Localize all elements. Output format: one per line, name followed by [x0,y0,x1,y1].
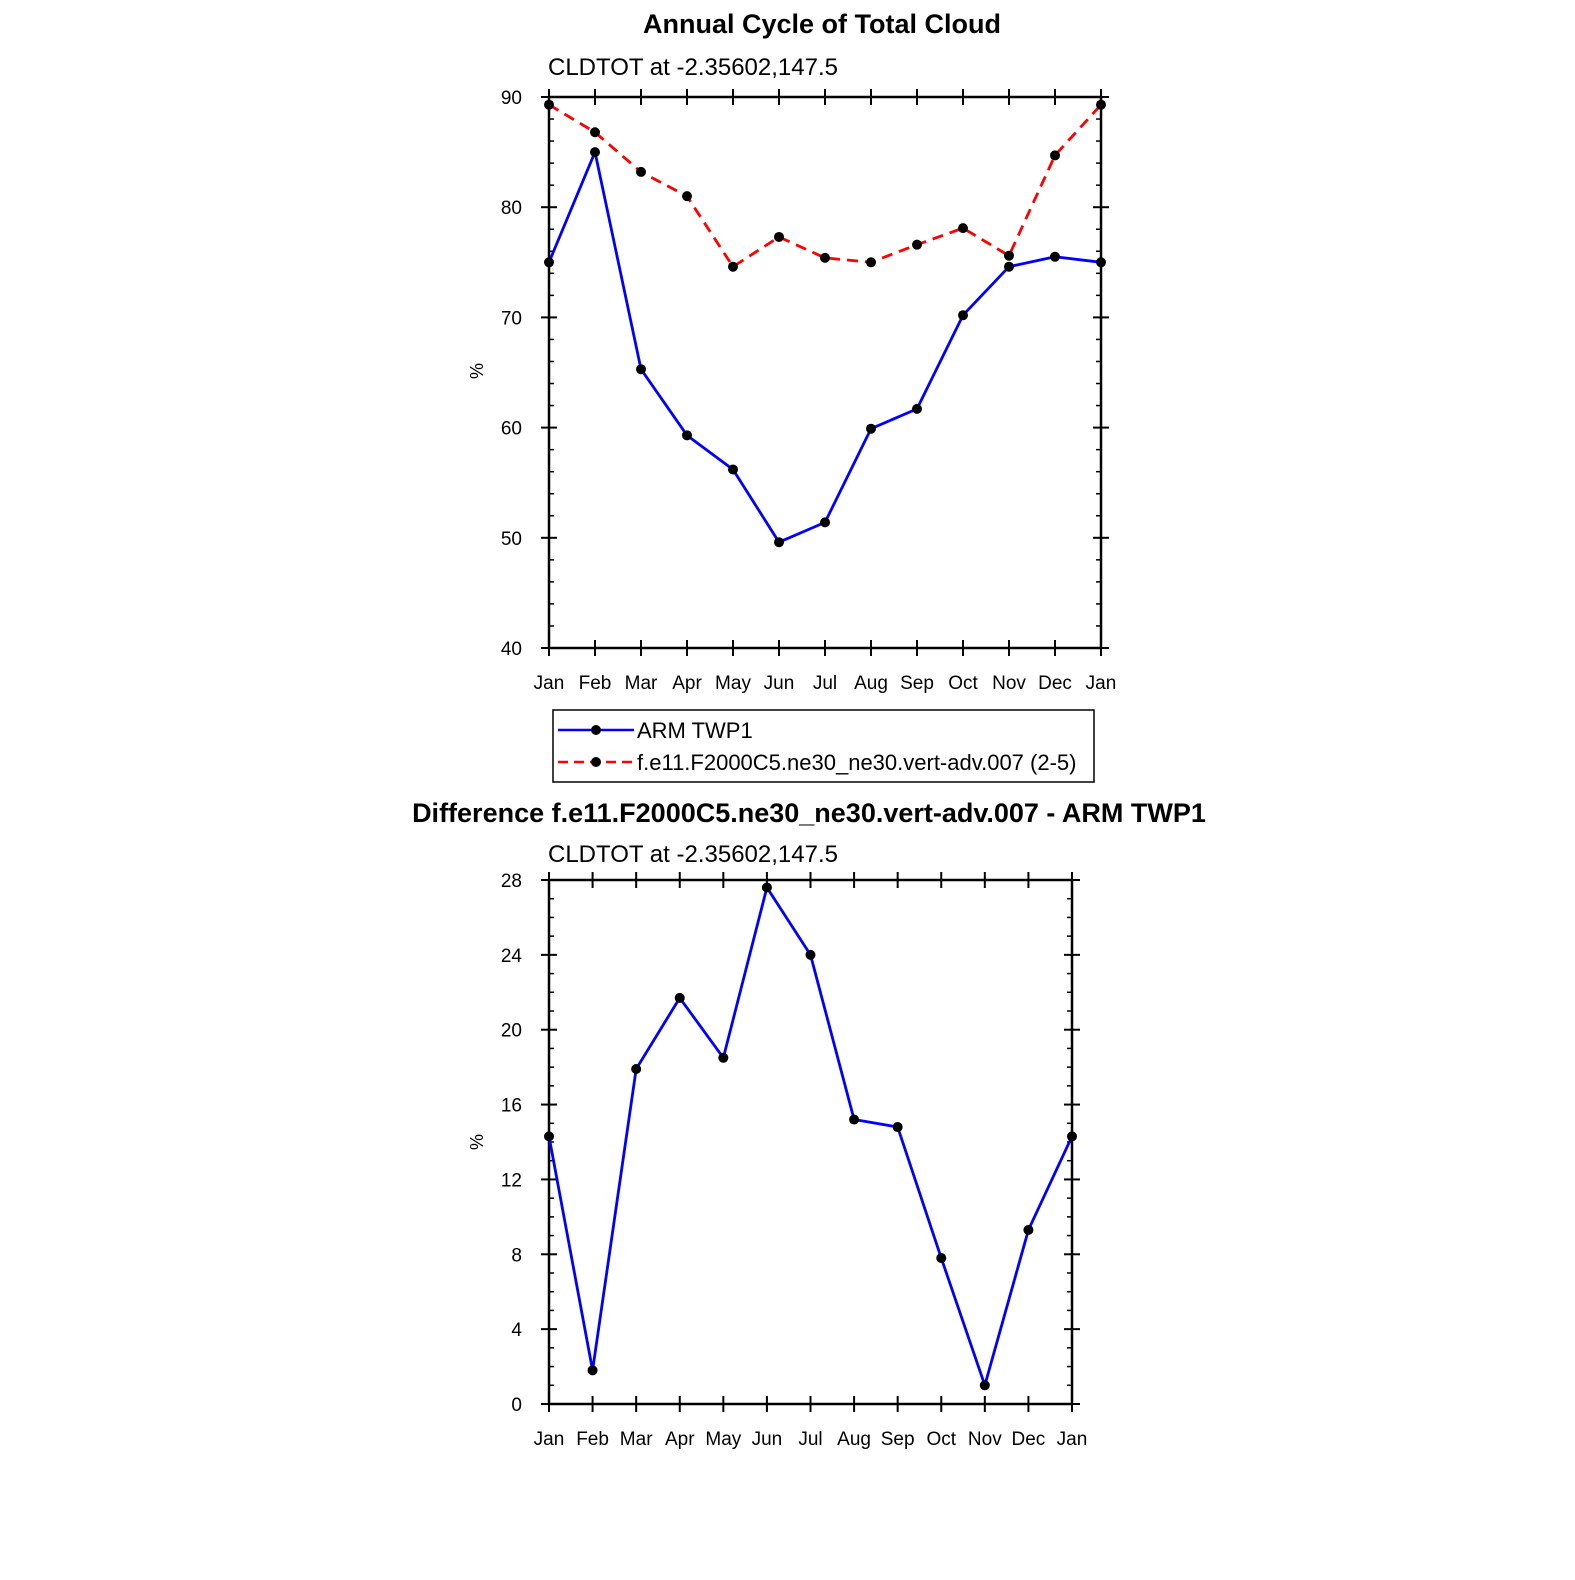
chart2-point [892,1122,903,1133]
chart1-xtick-label: Apr [672,673,702,694]
chart2-ytick-label: 28 [501,871,522,892]
chart2-point [631,1064,642,1075]
chart1-point [728,464,738,475]
chart1-point [958,310,968,321]
chart1-series-line-1 [548,103,1103,269]
chart2-plot: 0 4 8 12 16 20 24 28 Jan Feb Mar Apr May Jun Jul Aug Sep… [501,871,1087,1450]
chart2-xtick-label: Oct [926,1429,956,1450]
chart1-xtick-label: Dec [1038,673,1072,694]
chart2-ytick-label: 0 [511,1395,522,1416]
chart1-y-axis-label: % [467,363,487,379]
chart1-point [682,430,692,441]
chart1-point [1004,250,1014,261]
chart2-series-line-0 [547,886,1074,1387]
chart2-point [805,949,816,960]
chart1-ytick-label: 40 [501,639,522,660]
chart2-point [1067,1131,1077,1142]
chart2-xtick-label: Aug [837,1429,871,1450]
chart1-point [1096,257,1106,268]
chart2-xtick-label: May [705,1429,741,1450]
chart1-xtick-label: May [715,673,751,694]
chart2-xtick-label: Feb [576,1429,609,1450]
chart2-xtick-label: Mar [620,1429,653,1450]
chart2-point [979,1380,990,1391]
chart2-ytick-label: 12 [501,1170,522,1191]
chart1-xtick-label: Jun [764,673,795,694]
legend-label-model: f.e11.F2000C5.ne30_ne30.vert-adv.007 (2-… [637,750,1076,775]
chart1-frame [547,95,1103,650]
chart1-point [866,257,876,268]
chart1-ytick-label: 80 [501,198,522,219]
chart2-ytick-label: 8 [511,1245,522,1266]
legend-box [552,709,1095,783]
chart1-point [682,191,692,202]
chart2-title: Difference f.e11.F2000C5.ne30_ne30.vert-… [412,798,1206,828]
chart1-xtick-label: Aug [854,673,888,694]
chart1-point [636,364,646,375]
legend-label-arm-twp1: ARM TWP1 [637,718,753,743]
chart2-xtick-label: Jul [798,1429,822,1450]
chart1-ytick-label: 90 [501,88,522,109]
chart1-point [1004,261,1014,272]
chart2-ytick-label: 20 [501,1021,522,1042]
chart2-point [674,992,685,1003]
chart2-point [544,1131,554,1142]
chart1-legend: ARM TWP1 f.e11.F2000C5.ne30_ne30.vert-ad… [552,709,1095,783]
chart1-point [544,99,554,110]
chart1-point [774,537,784,548]
chart2-xtick-label: Jan [1057,1429,1088,1450]
chart2-xtick-label: Jun [752,1429,783,1450]
chart2-xtick-label: Apr [665,1429,695,1450]
chart1-point [912,403,922,414]
chart1-xtick-label: Jan [1086,673,1117,694]
chart2-subtitle: CLDTOT at -2.35602,147.5 [548,841,838,868]
chart1-xtick-label: Feb [579,673,612,694]
chart1-ytick-label: 50 [501,529,522,550]
chart1-ytick-label: 70 [501,308,522,329]
chart2-point [587,1365,598,1376]
chart2-ytick-label: 24 [501,946,523,967]
chart1-point [590,127,600,138]
chart2-point [849,1114,860,1125]
chart1-point [820,252,830,263]
chart1-point [544,257,554,268]
chart1-point [590,147,600,158]
chart1-point [866,423,876,434]
chart1-point [958,223,968,234]
chart2-point [761,882,772,893]
chart2-y-axis-label: % [467,1134,487,1150]
chart1-ytick-label: 60 [501,419,522,440]
chart1-title: Annual Cycle of Total Cloud [643,9,1001,39]
chart1-point [1050,150,1060,161]
chart1-series-line-0 [547,150,1102,544]
chart2-xtick-label: Dec [1012,1429,1046,1450]
chart1-xtick-label: Sep [900,673,934,694]
chart1-xtick-label: Nov [992,673,1026,694]
chart2-point [1023,1224,1034,1235]
chart2-xtick-label: Sep [881,1429,915,1450]
chart1-subtitle: CLDTOT at -2.35602,147.5 [548,54,838,81]
chart1-point [912,239,922,250]
chart1-point [820,517,830,528]
chart1-xtick-label: Oct [948,673,978,694]
chart2-ytick-label: 4 [511,1320,522,1341]
chart1-point [728,261,738,272]
chart1-point [774,231,784,242]
legend-marker-arm-twp1 [591,725,601,735]
chart2-xtick-label: Jan [534,1429,565,1450]
chart1-point [636,166,646,177]
chart1-xtick-label: Jul [813,673,837,694]
chart1-xtick-label: Jan [534,673,565,694]
chart2-ytick-label: 16 [501,1096,522,1117]
chart1-plot: 40 50 60 70 80 90 Jan Feb Mar Apr May Jun Jul Aug Sep O… [501,88,1116,694]
chart1-point [1096,99,1106,110]
legend-marker-model [591,757,601,767]
chart2-point [718,1052,729,1063]
chart2-point [936,1253,947,1264]
chart2-xtick-label: Nov [968,1429,1002,1450]
chart1-xtick-label: Mar [625,673,658,694]
chart1-point [1050,251,1060,262]
